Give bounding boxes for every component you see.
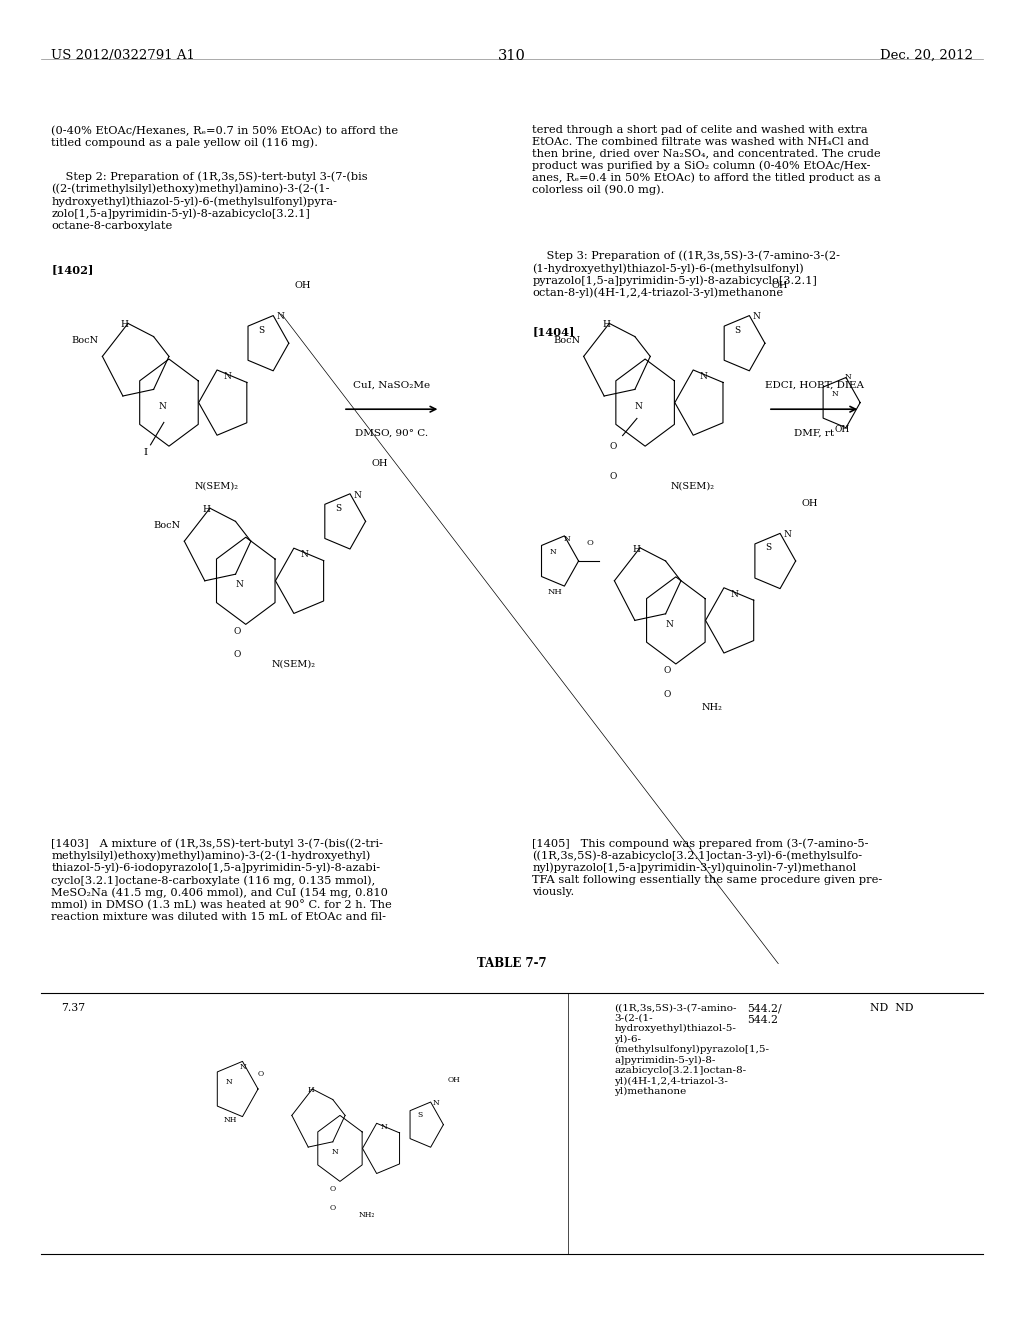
Text: N: N xyxy=(845,372,852,381)
Text: O: O xyxy=(609,442,616,451)
Text: N: N xyxy=(236,581,244,590)
Text: Dec. 20, 2012: Dec. 20, 2012 xyxy=(880,49,973,62)
Text: N: N xyxy=(432,1098,439,1107)
Text: O: O xyxy=(233,627,241,636)
Text: 544.2/
544.2: 544.2/ 544.2 xyxy=(748,1003,782,1024)
Text: O: O xyxy=(330,1184,336,1193)
Text: N(SEM)₂: N(SEM)₂ xyxy=(195,482,239,491)
Text: N(SEM)₂: N(SEM)₂ xyxy=(271,660,315,669)
Text: H: H xyxy=(602,321,610,330)
Text: OH: OH xyxy=(771,281,787,290)
Text: NH: NH xyxy=(548,587,562,597)
Text: O: O xyxy=(587,539,594,548)
Text: tered through a short pad of celite and washed with extra
EtOAc. The combined fi: tered through a short pad of celite and … xyxy=(532,125,882,195)
Text: [1403]   A mixture of (1R,3s,5S)-tert-butyl 3-(7-(bis((2-tri-
methylsilyl)ethoxy: [1403] A mixture of (1R,3s,5S)-tert-buty… xyxy=(51,838,392,921)
Text: O: O xyxy=(233,651,241,660)
Text: O: O xyxy=(258,1069,264,1078)
Text: [1405]   This compound was prepared from (3-(7-amino-5-
((1R,3s,5S)-8-azabicyclo: [1405] This compound was prepared from (… xyxy=(532,838,883,896)
Text: I: I xyxy=(143,449,147,458)
Text: O: O xyxy=(664,667,671,676)
Text: N: N xyxy=(783,531,792,540)
Text: N: N xyxy=(730,590,738,599)
Text: N: N xyxy=(831,389,839,399)
Text: N: N xyxy=(332,1147,339,1156)
Text: TABLE 7-7: TABLE 7-7 xyxy=(477,957,547,970)
Text: N: N xyxy=(159,403,167,412)
Text: OH: OH xyxy=(802,499,818,508)
Text: DMSO, 90° C.: DMSO, 90° C. xyxy=(355,429,428,438)
Text: Step 2: Preparation of (1R,3s,5S)-tert-butyl 3-(7-(bis
((2-(trimethylsilyl)ethox: Step 2: Preparation of (1R,3s,5S)-tert-b… xyxy=(51,172,368,231)
Text: N: N xyxy=(699,372,708,381)
Text: BocN: BocN xyxy=(154,521,180,531)
Text: S: S xyxy=(258,326,264,335)
Text: O: O xyxy=(609,473,616,482)
Text: N: N xyxy=(753,313,761,322)
Text: O: O xyxy=(664,690,671,700)
Text: N: N xyxy=(240,1063,247,1072)
Text: N: N xyxy=(563,535,570,544)
Text: N(SEM)₂: N(SEM)₂ xyxy=(671,482,715,491)
Text: (0-40% EtOAc/Hexanes, Rₑ=0.7 in 50% EtOAc) to afford the
titled compound as a pa: (0-40% EtOAc/Hexanes, Rₑ=0.7 in 50% EtOA… xyxy=(51,125,398,148)
Text: N: N xyxy=(666,620,674,630)
Text: NH₂: NH₂ xyxy=(358,1210,375,1220)
Text: H: H xyxy=(121,321,129,330)
Text: ND  ND: ND ND xyxy=(870,1003,913,1014)
Text: H: H xyxy=(633,545,641,554)
Text: S: S xyxy=(335,504,341,513)
Text: N: N xyxy=(550,548,557,557)
Text: OH: OH xyxy=(372,459,388,469)
Text: N: N xyxy=(300,550,308,560)
Text: Step 3: Preparation of ((1R,3s,5S)-3-(7-amino-3-(2-
(1-hydroxyethyl)thiazol-5-yl: Step 3: Preparation of ((1R,3s,5S)-3-(7-… xyxy=(532,251,841,298)
Text: [1402]: [1402] xyxy=(51,264,93,275)
Text: N: N xyxy=(225,1077,232,1086)
Text: ((1R,3s,5S)-3-(7-amino-
3-(2-(1-
hydroxyethyl)thiazol-5-
yl)-6-
(methylsulfonyl): ((1R,3s,5S)-3-(7-amino- 3-(2-(1- hydroxy… xyxy=(614,1003,769,1097)
Text: S: S xyxy=(734,326,740,335)
Text: NH₂: NH₂ xyxy=(701,704,722,713)
Text: [1404]: [1404] xyxy=(532,326,574,337)
Text: DMF, rt: DMF, rt xyxy=(794,429,835,438)
Text: BocN: BocN xyxy=(72,337,98,346)
Text: OH: OH xyxy=(447,1076,460,1085)
Text: N: N xyxy=(381,1122,388,1131)
Text: 7.37: 7.37 xyxy=(61,1003,86,1014)
Text: H: H xyxy=(203,506,211,515)
Text: 310: 310 xyxy=(498,49,526,63)
Text: S: S xyxy=(765,544,771,553)
Text: N: N xyxy=(635,403,643,412)
Text: OH: OH xyxy=(295,281,311,290)
Text: EDCI, HOBT, DIEA: EDCI, HOBT, DIEA xyxy=(765,380,863,389)
Text: O: O xyxy=(330,1204,336,1213)
Text: N: N xyxy=(223,372,231,381)
Text: H: H xyxy=(307,1085,313,1094)
Text: CuI, NaSO₂Me: CuI, NaSO₂Me xyxy=(353,380,430,389)
Text: OH: OH xyxy=(835,425,850,434)
Text: N: N xyxy=(276,313,285,322)
Text: N: N xyxy=(353,491,361,500)
Text: NH: NH xyxy=(223,1115,237,1125)
Text: S: S xyxy=(418,1110,423,1119)
Text: BocN: BocN xyxy=(553,337,580,346)
Text: US 2012/0322791 A1: US 2012/0322791 A1 xyxy=(51,49,196,62)
